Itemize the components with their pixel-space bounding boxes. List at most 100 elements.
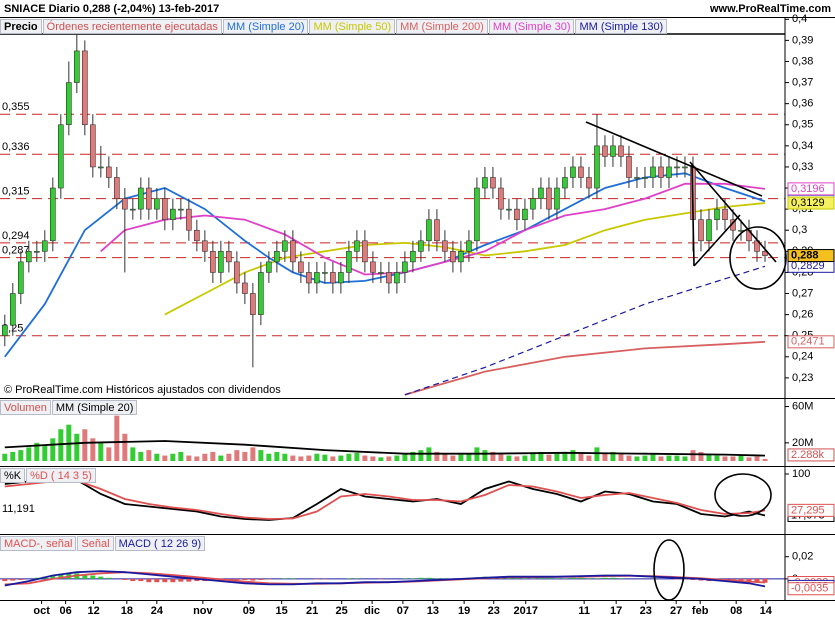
macd-bar <box>130 578 136 582</box>
volume-bar <box>154 453 160 461</box>
x-tick-label: 13 <box>427 605 439 617</box>
volume-bar <box>578 453 584 461</box>
volume-bar <box>42 444 48 461</box>
candle-body <box>418 240 424 252</box>
candle-body <box>58 124 64 189</box>
candle-body <box>450 251 456 263</box>
candle-body <box>210 251 216 273</box>
trend-line <box>689 161 777 263</box>
legend-entry: Órdenes recientemente ejecutadas <box>42 19 222 34</box>
macd-bar <box>242 578 248 580</box>
volume-bar <box>26 447 32 461</box>
candle-body <box>538 187 544 199</box>
macd-bar <box>530 578 536 579</box>
volume-bar <box>2 453 8 461</box>
y-tick-label: 0,36 <box>792 98 813 110</box>
volume-bar <box>522 455 528 461</box>
volume-bar <box>498 453 504 461</box>
panel-title: Precio <box>0 19 42 34</box>
x-tick-label: 24 <box>151 605 164 617</box>
volume-bar <box>442 453 448 461</box>
volume-bar <box>258 450 264 461</box>
volume-bar <box>546 454 552 461</box>
volume-bar <box>194 456 200 461</box>
volume-bar <box>362 455 368 461</box>
macd-bar <box>554 578 560 579</box>
macd-bar <box>682 578 688 580</box>
candle-body <box>762 251 768 256</box>
volume-bar <box>90 438 96 461</box>
volume-bar <box>50 438 56 461</box>
y-tick-label: 0,4 <box>792 13 807 25</box>
y-tick-label: 0,26 <box>792 309 813 321</box>
candle-body <box>146 187 152 210</box>
y-tick-label: 0,37 <box>792 76 813 88</box>
macd-bar <box>258 578 264 580</box>
volume-bar <box>282 453 288 461</box>
candle-body <box>634 177 640 179</box>
y-tick-label: 0,39 <box>792 34 813 46</box>
x-tick-label: 14 <box>760 605 773 617</box>
volume-bar <box>346 453 352 461</box>
volume-bar <box>98 442 104 461</box>
volume-bar <box>682 456 688 461</box>
x-tick-label: feb <box>692 605 709 617</box>
value-tag <box>787 448 835 462</box>
x-tick-label: nov <box>193 605 213 617</box>
volume-bar <box>370 456 376 461</box>
volume-bar <box>538 451 544 461</box>
ma-line <box>4 440 766 457</box>
volume-bar <box>242 451 248 461</box>
x-tick-label: 11 <box>578 605 590 617</box>
x-tick-label: 25 <box>336 605 348 617</box>
volume-bar <box>130 447 136 461</box>
y-tick-label: 0,23 <box>792 372 813 384</box>
volume-bar <box>530 453 536 461</box>
level-label: 0,315 <box>2 185 30 197</box>
volume-bar <box>618 453 624 461</box>
x-tick-label: 07 <box>397 605 409 617</box>
volume-bar <box>562 451 568 461</box>
macd-bar <box>322 578 328 580</box>
candle-body <box>554 187 560 210</box>
volume-bar <box>146 450 152 461</box>
candle-body <box>130 208 136 211</box>
macd-bar <box>522 578 528 579</box>
x-tick-label: 23 <box>640 605 652 617</box>
candle-body <box>218 251 224 273</box>
y-tick-label: 0,33 <box>792 161 813 173</box>
volume-bar <box>722 456 728 461</box>
macd-bar <box>594 578 600 579</box>
value-tag <box>787 182 835 196</box>
volume-bar <box>234 450 240 461</box>
candle-body <box>562 177 568 189</box>
y-tick-label: 0,34 <box>792 140 813 152</box>
macd-bar <box>234 578 240 580</box>
legend: Precio Órdenes recientemente ejecutadas … <box>0 19 668 34</box>
value-tag <box>787 196 835 210</box>
candle-body <box>594 145 600 189</box>
candle-body <box>74 50 80 83</box>
macd-bar <box>138 578 144 582</box>
volume-bar <box>138 451 144 461</box>
volume-bar <box>642 455 648 461</box>
y-tick-label: 60M <box>792 400 813 412</box>
level-label: 0,336 <box>2 141 30 153</box>
macd-bar <box>98 576 104 579</box>
volume-bar <box>746 457 752 461</box>
x-tick-label: 2017 <box>513 605 537 617</box>
candle-body <box>34 251 40 253</box>
value-tag <box>787 503 835 517</box>
candle-body <box>194 229 200 242</box>
panel-title: Volumen <box>0 400 51 415</box>
candle-body <box>370 261 376 273</box>
macd-bar <box>162 578 168 583</box>
macd-bar <box>250 578 256 581</box>
candle-body <box>618 145 624 157</box>
candle-body <box>522 208 528 220</box>
value-tag-label: 27,295 <box>791 504 825 516</box>
macd-bar <box>146 578 152 583</box>
volume-bar <box>754 456 760 461</box>
candle-body <box>402 261 408 273</box>
trend-line <box>691 163 695 267</box>
